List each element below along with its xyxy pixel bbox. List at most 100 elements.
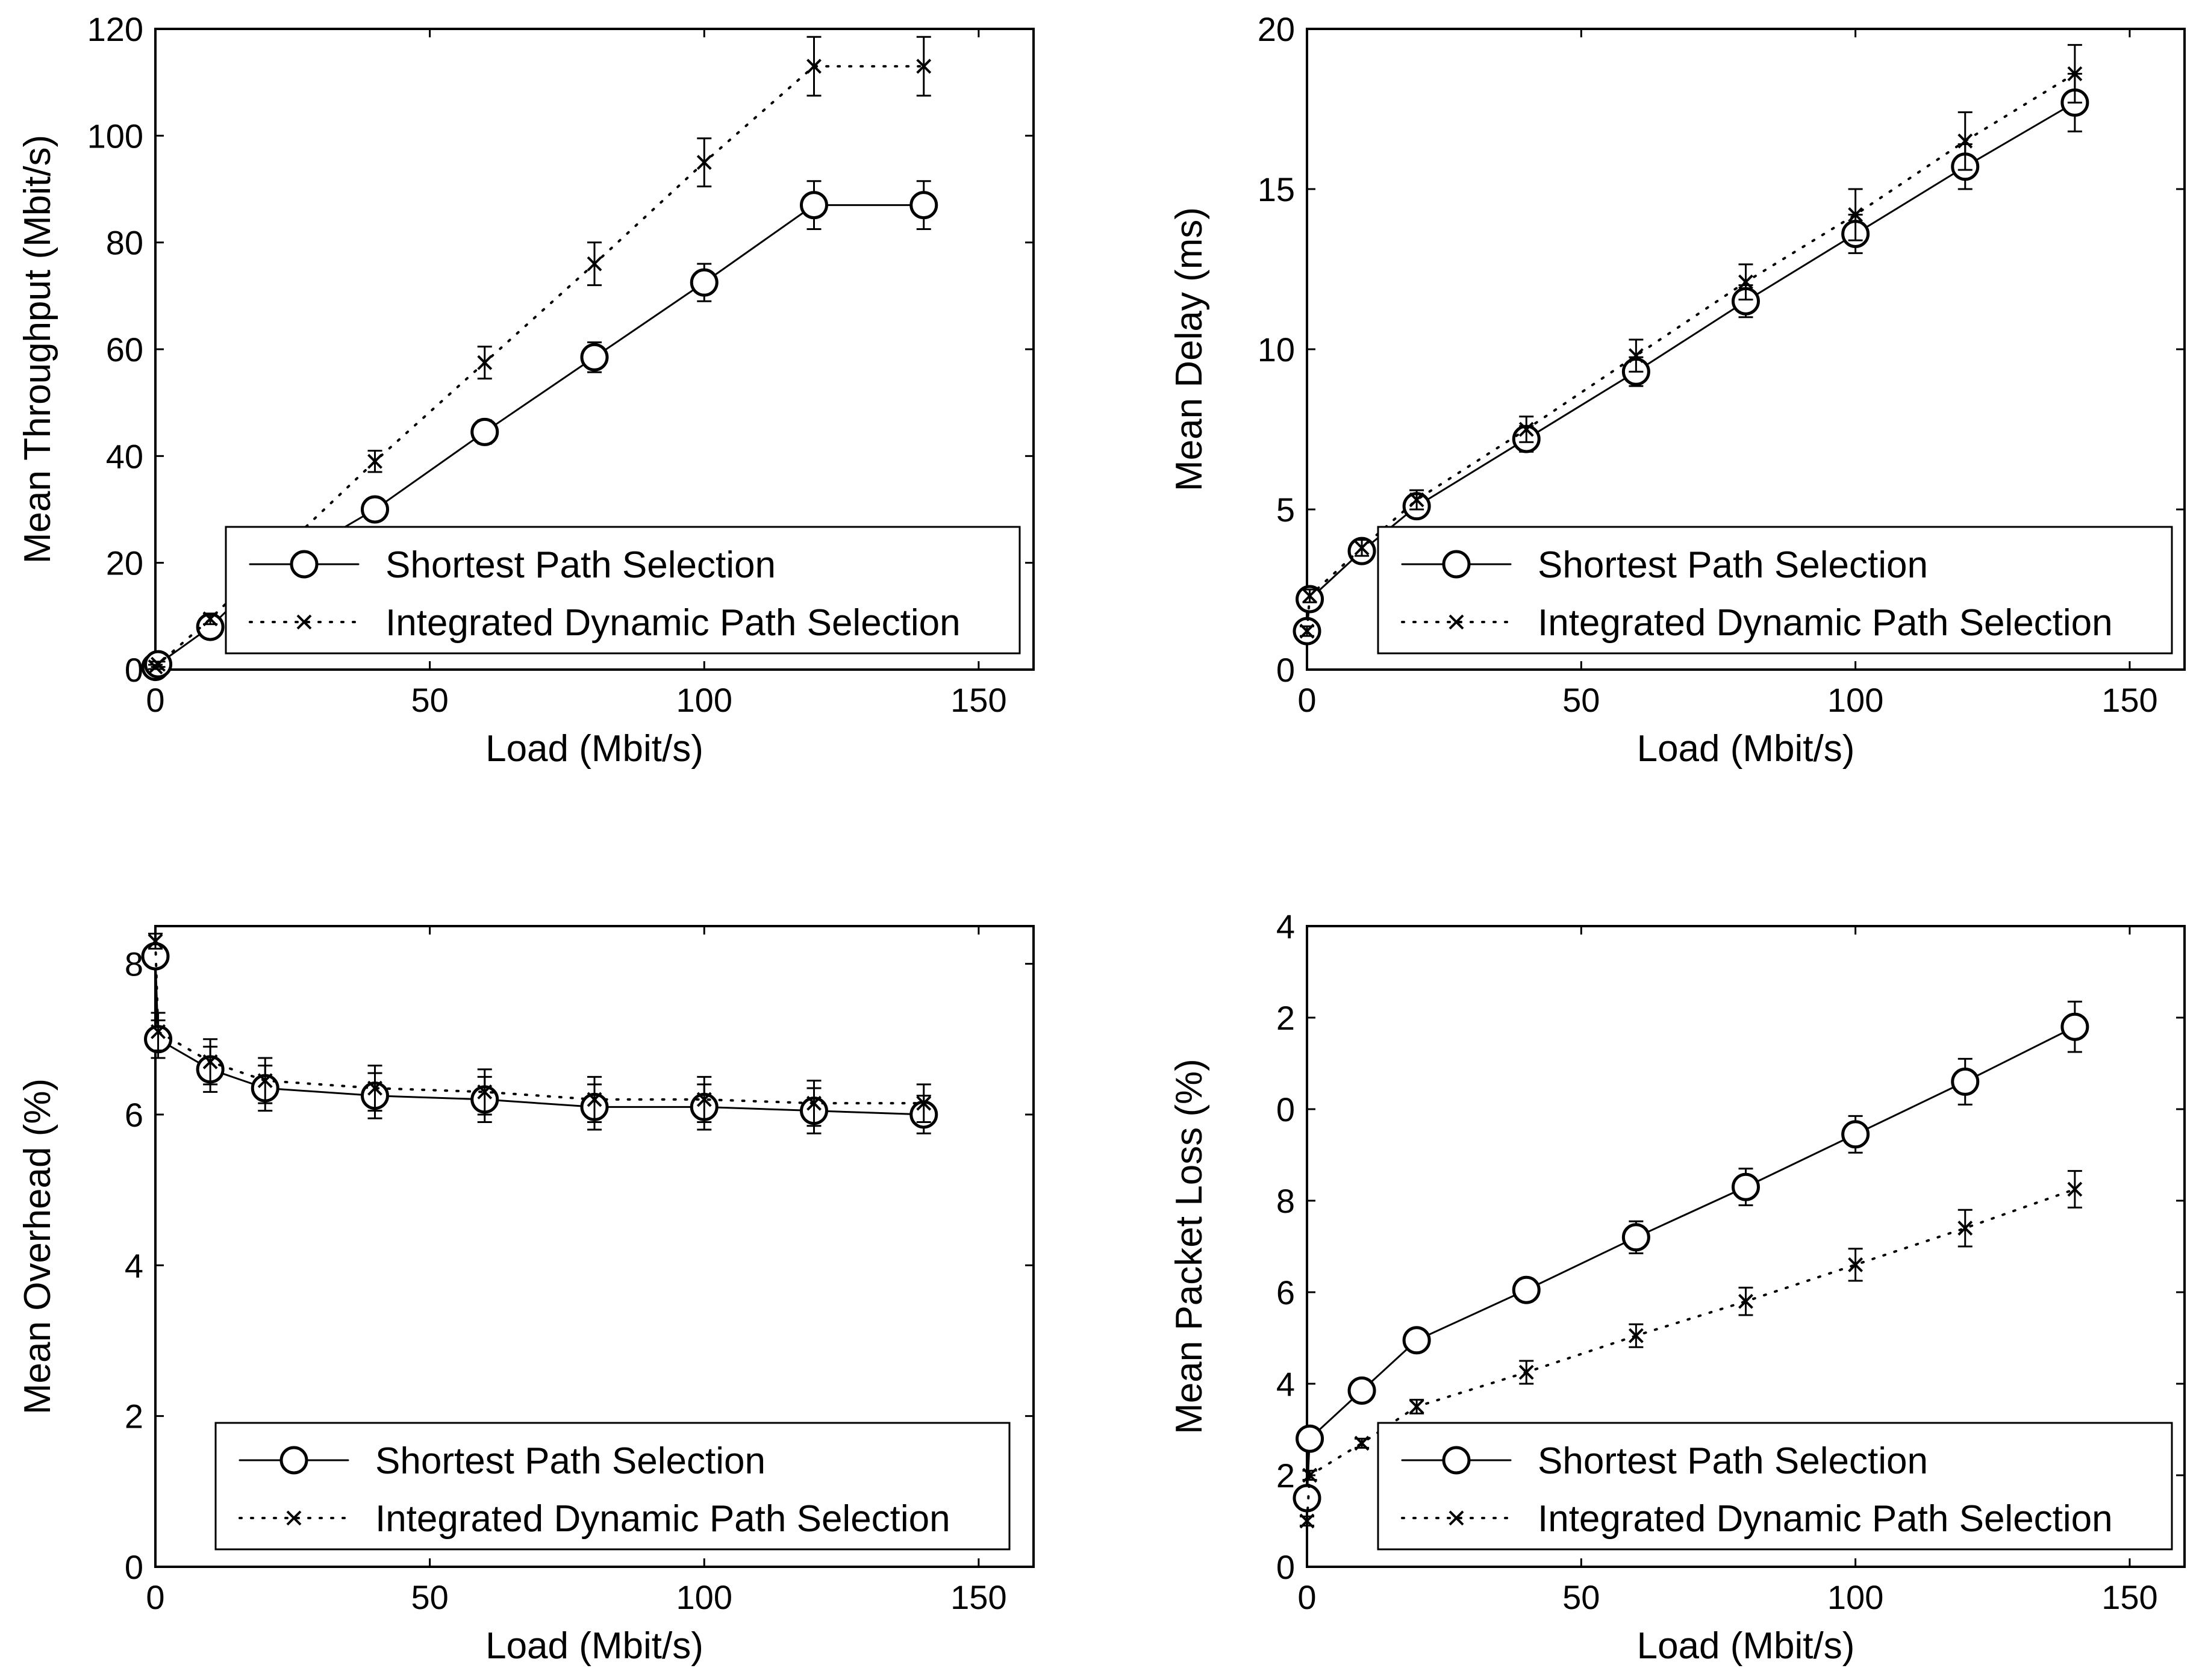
data-point [1299, 1513, 1315, 1529]
x-tick-label: 0 [146, 1578, 164, 1616]
data-point [148, 933, 163, 949]
series-2 [1299, 44, 2083, 639]
data-point [2067, 1181, 2083, 1197]
data-point [1518, 1364, 1534, 1380]
data-point [909, 191, 938, 220]
x-tick-label: 150 [2101, 681, 2157, 719]
legend-label: Integrated Dynamic Path Selection [385, 602, 961, 644]
y-tick-label: 10 [1258, 331, 1295, 369]
y-tick-label: 5 [1276, 491, 1295, 529]
data-point [1841, 1120, 1870, 1149]
legend: Shortest Path Selection Integrated Dynami… [214, 1422, 1011, 1551]
y-tick-label: 8 [1276, 1182, 1295, 1220]
y-tick-label: 2 [125, 1398, 143, 1436]
series-line [1306, 1188, 2076, 1522]
y-axis-label: Mean Overhead (%) [17, 1078, 58, 1414]
data-point [916, 1095, 932, 1111]
data-point [202, 1054, 218, 1069]
x-tick-label: 100 [676, 1578, 732, 1616]
data-point [690, 268, 719, 297]
data-point [806, 1095, 822, 1111]
x-tick-label: 100 [676, 681, 732, 719]
y-tick-label: 4 [1276, 907, 1295, 945]
data-point [1621, 1223, 1650, 1252]
series-2 [148, 933, 932, 1127]
data-point [1409, 492, 1424, 508]
data-point [1957, 133, 1973, 149]
legend-box [1377, 526, 2173, 655]
series-line [1306, 72, 2076, 633]
data-point [1299, 623, 1315, 639]
y-tick-label: 6 [125, 1096, 143, 1134]
legend: Shortest Path Selection Integrated Dynami… [1377, 526, 2173, 655]
chart-panel-3: 0 50 100 150 0 2 4 6 8 Load (Mbit/s) Mean Overhead… [17, 925, 1035, 1667]
x-tick-label: 0 [146, 681, 164, 719]
y-tick-label: 6 [1276, 1274, 1295, 1311]
y-tick-label: 0 [1276, 1548, 1295, 1586]
legend-label: Shortest Path Selection [375, 1440, 766, 1482]
data-point [367, 453, 382, 469]
x-axis-label: Load (Mbit/s) [1637, 1625, 1855, 1667]
x-axis-label: Load (Mbit/s) [485, 1625, 703, 1667]
data-point [2060, 1012, 2089, 1041]
data-point [916, 58, 932, 74]
y-tick-label: 2 [1276, 1457, 1295, 1495]
y-tick-label: 100 [87, 117, 143, 155]
data-point [1848, 207, 1864, 222]
x-axis-label: Load (Mbit/s) [1637, 728, 1855, 770]
data-point [806, 58, 822, 74]
y-tick-label: 80 [106, 224, 143, 262]
data-point [151, 1024, 166, 1039]
data-point [1738, 274, 1753, 290]
legend-label: Shortest Path Selection [1538, 544, 1928, 586]
data-point [1354, 540, 1370, 556]
x-tick-label: 0 [1297, 681, 1316, 719]
data-point [580, 343, 609, 372]
plot-frame [154, 925, 1035, 1568]
y-tick-label: 2 [1276, 999, 1295, 1037]
data-point [1957, 1221, 1973, 1236]
y-tick-label: 20 [106, 544, 143, 582]
data-point [696, 1092, 712, 1107]
legend-label: Integrated Dynamic Path Selection [1538, 1498, 2113, 1540]
y-axis-label: Mean Throughput (Mbit/s) [17, 135, 58, 564]
x-tick-label: 50 [1562, 1578, 1600, 1616]
data-point [1402, 1326, 1431, 1355]
y-tick-label: 0 [125, 1548, 143, 1586]
data-point [202, 611, 218, 627]
data-point [367, 1080, 382, 1096]
series-1 [141, 180, 938, 682]
x-tick-label: 50 [1562, 681, 1600, 719]
legend-label: Integrated Dynamic Path Selection [1538, 602, 2113, 644]
data-point [1732, 1172, 1760, 1201]
plot-frame [1306, 925, 2186, 1568]
y-tick-label: 4 [125, 1246, 143, 1284]
data-point [1628, 1328, 1644, 1343]
legend-marker [296, 614, 312, 630]
x-tick-label: 0 [1297, 1578, 1316, 1616]
data-point [1302, 1467, 1317, 1483]
legend: Shortest Path Selection Integrated Dynami… [1377, 1422, 2173, 1551]
x-axis-label: Load (Mbit/s) [485, 728, 703, 770]
data-point [1512, 1275, 1541, 1304]
data-point [1302, 588, 1317, 604]
series-line [154, 955, 925, 1116]
legend-box [1377, 1422, 2173, 1551]
x-tick-label: 150 [950, 1578, 1006, 1616]
data-point [470, 417, 499, 446]
x-tick-label: 150 [2101, 1578, 2157, 1616]
data-point [1951, 1067, 1980, 1096]
data-point [477, 355, 493, 370]
y-tick-label: 0 [125, 651, 143, 689]
data-point [257, 1073, 273, 1089]
data-point [1628, 348, 1644, 364]
x-tick-label: 100 [1827, 1578, 1883, 1616]
data-point [587, 1092, 602, 1107]
data-point [696, 155, 712, 170]
data-point [361, 495, 389, 524]
y-tick-label: 0 [1276, 1090, 1295, 1128]
y-tick-label: 4 [1276, 1365, 1295, 1403]
series-2 [1299, 1170, 2083, 1529]
data-point [1518, 422, 1534, 437]
